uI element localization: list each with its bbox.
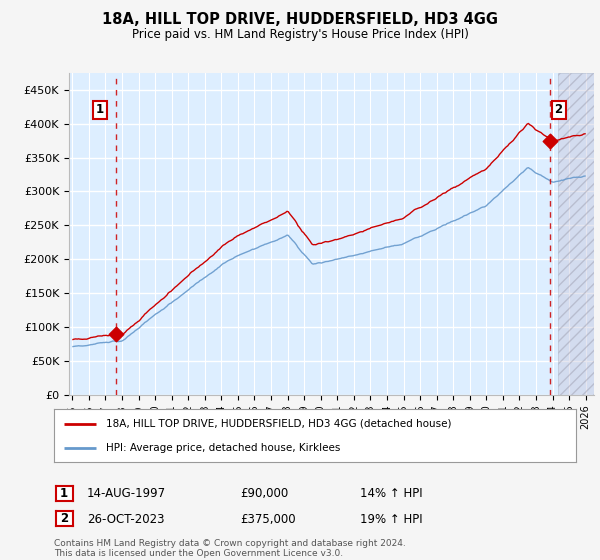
Text: 18A, HILL TOP DRIVE, HUDDERSFIELD, HD3 4GG: 18A, HILL TOP DRIVE, HUDDERSFIELD, HD3 4…	[102, 12, 498, 27]
Text: £90,000: £90,000	[240, 487, 288, 501]
Text: 26-OCT-2023: 26-OCT-2023	[87, 512, 164, 526]
Point	[111, 329, 121, 338]
Text: 2: 2	[554, 104, 563, 116]
Bar	[557, 73, 594, 395]
Text: Contains HM Land Registry data © Crown copyright and database right 2024.
This d: Contains HM Land Registry data © Crown c…	[54, 539, 406, 558]
Text: 18A, HILL TOP DRIVE, HUDDERSFIELD, HD3 4GG (detached house): 18A, HILL TOP DRIVE, HUDDERSFIELD, HD3 4…	[106, 419, 452, 429]
Text: 1: 1	[60, 487, 68, 500]
Text: £375,000: £375,000	[240, 512, 296, 526]
Text: Price paid vs. HM Land Registry's House Price Index (HPI): Price paid vs. HM Land Registry's House …	[131, 28, 469, 41]
Text: 19% ↑ HPI: 19% ↑ HPI	[360, 512, 422, 526]
Text: 2: 2	[60, 512, 68, 525]
Text: 14% ↑ HPI: 14% ↑ HPI	[360, 487, 422, 501]
Point	[545, 136, 554, 145]
Text: 1: 1	[96, 104, 104, 116]
Text: 14-AUG-1997: 14-AUG-1997	[87, 487, 166, 501]
Text: HPI: Average price, detached house, Kirklees: HPI: Average price, detached house, Kirk…	[106, 443, 341, 453]
